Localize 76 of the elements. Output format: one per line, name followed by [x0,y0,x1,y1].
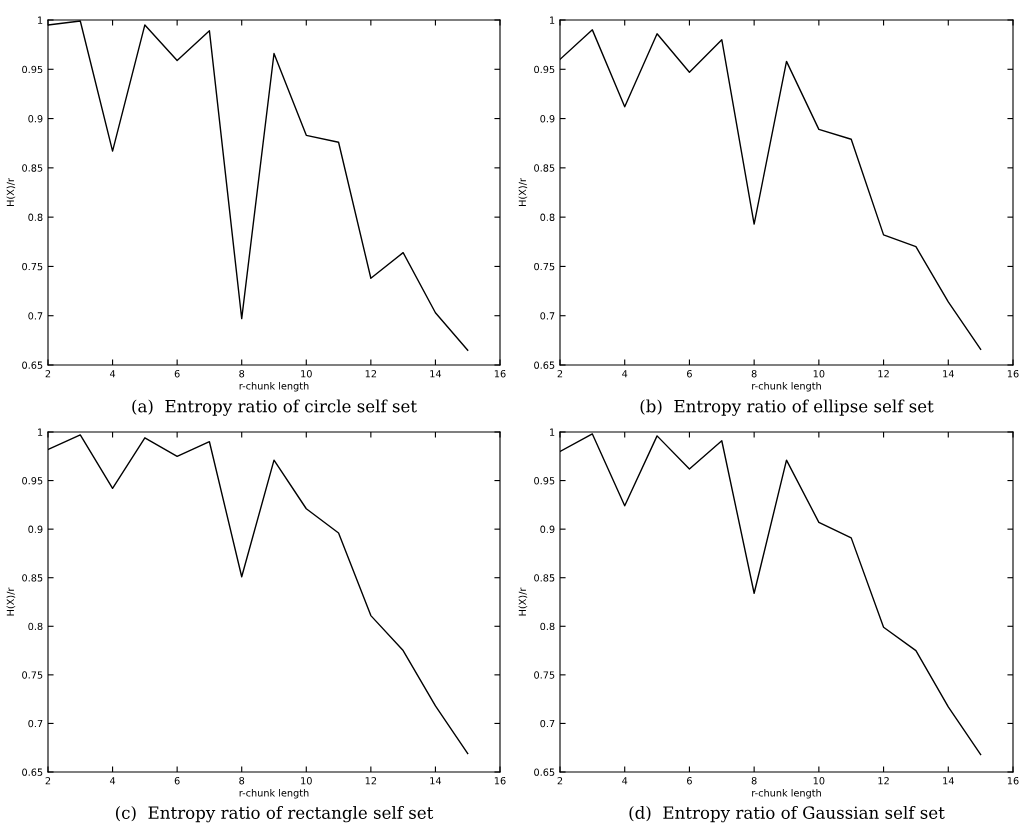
y-tick-label: 0.75 [22,671,43,679]
y-tick-label: 0.8 [540,622,555,631]
x-tick-label: 6 [687,370,692,378]
y-tick-label: 0.7 [540,719,555,728]
y-tick-label: 0.65 [22,768,43,776]
y-tick-label: 0.9 [540,115,555,123]
y-tick-label: 0.75 [22,262,43,271]
x-tick-label: 16 [1007,370,1019,378]
x-tick-label: 16 [494,370,506,378]
x-tick-label: 2 [557,777,563,785]
x-tick-label: 4 [622,777,628,785]
y-tick-label: 0.7 [28,719,43,728]
y-tick-label: 0.85 [534,164,555,172]
y-tick-label: 0.8 [28,622,43,631]
y-tick-label: 0.75 [534,671,555,679]
x-tick-label: 8 [239,370,245,378]
x-tick-label: 2 [557,370,563,378]
x-tick-label: 4 [109,777,116,785]
x-tick-label: 12 [365,777,377,785]
x-tick-label: 16 [494,777,506,785]
y-tick-label: 0.95 [22,65,43,74]
x-tick-label: 2 [45,370,51,378]
x-tick-label: 14 [943,370,954,378]
x-tick-label: 2 [45,777,51,785]
x-tick-label: 14 [943,777,954,785]
x-tick-label: 10 [813,777,825,785]
y-tick-label: 0.85 [22,574,43,582]
x-axis-title: r-chunk length [752,789,821,799]
x-tick-label: 6 [687,777,692,785]
y-axis-title: H(X)/r [6,178,16,206]
x-tick-label: 8 [751,777,757,785]
x-tick-label: 12 [878,370,889,378]
text: (b) Entropy ratio of ellipse self set [640,399,934,416]
x-axis-title: r-chunk length [239,789,309,799]
y-tick-label: 0.9 [28,525,43,533]
y-tick-label: 0.9 [28,115,43,123]
y-tick-label: 0.95 [22,477,43,485]
x-tick-label: 10 [813,370,825,378]
y-axis-title: H(X)/r [518,178,528,206]
y-tick-label: 0.65 [534,768,555,776]
y-tick-label: 0.95 [534,65,555,74]
text: (d) Entropy ratio of Gaussian self set [629,806,945,823]
x-tick-label: 14 [430,370,442,378]
x-tick-label: 16 [1007,777,1019,785]
x-tick-label: 12 [878,777,889,785]
y-tick-label: 0.95 [534,477,555,485]
x-tick-label: 12 [365,370,377,378]
y-tick-label: 0.75 [534,262,555,271]
y-tick-label: 0.8 [28,213,43,221]
y-tick-label: 0.85 [22,164,43,172]
x-tick-label: 4 [622,370,628,378]
x-tick-label: 10 [301,777,312,785]
y-tick-label: 1 [550,16,555,24]
x-axis-title: r-chunk length [752,382,821,392]
y-tick-label: 0.9 [540,525,555,533]
x-tick-label: 8 [239,777,245,785]
y-tick-label: 1 [38,428,43,436]
x-tick-label: 14 [430,777,442,785]
y-tick-label: 0.65 [22,361,43,369]
y-tick-label: 0.85 [534,574,555,582]
y-axis-title: H(X)/r [518,587,528,616]
y-axis-title: H(X)/r [6,587,16,616]
y-tick-label: 0.7 [28,312,43,320]
x-tick-label: 8 [751,370,757,378]
x-tick-label: 6 [174,777,180,785]
x-tick-label: 6 [174,370,180,378]
y-tick-label: 0.65 [534,361,555,369]
x-axis-title: r-chunk length [239,382,309,392]
y-tick-label: 1 [550,428,555,436]
y-tick-label: 1 [38,16,43,24]
x-tick-label: 10 [301,370,312,378]
y-tick-label: 0.8 [540,213,555,221]
text: (a) Entropy ratio of circle self set [132,399,417,416]
x-tick-label: 4 [109,370,116,378]
text: (c) Entropy ratio of rectangle self set [115,806,434,823]
y-tick-label: 0.7 [540,312,555,320]
